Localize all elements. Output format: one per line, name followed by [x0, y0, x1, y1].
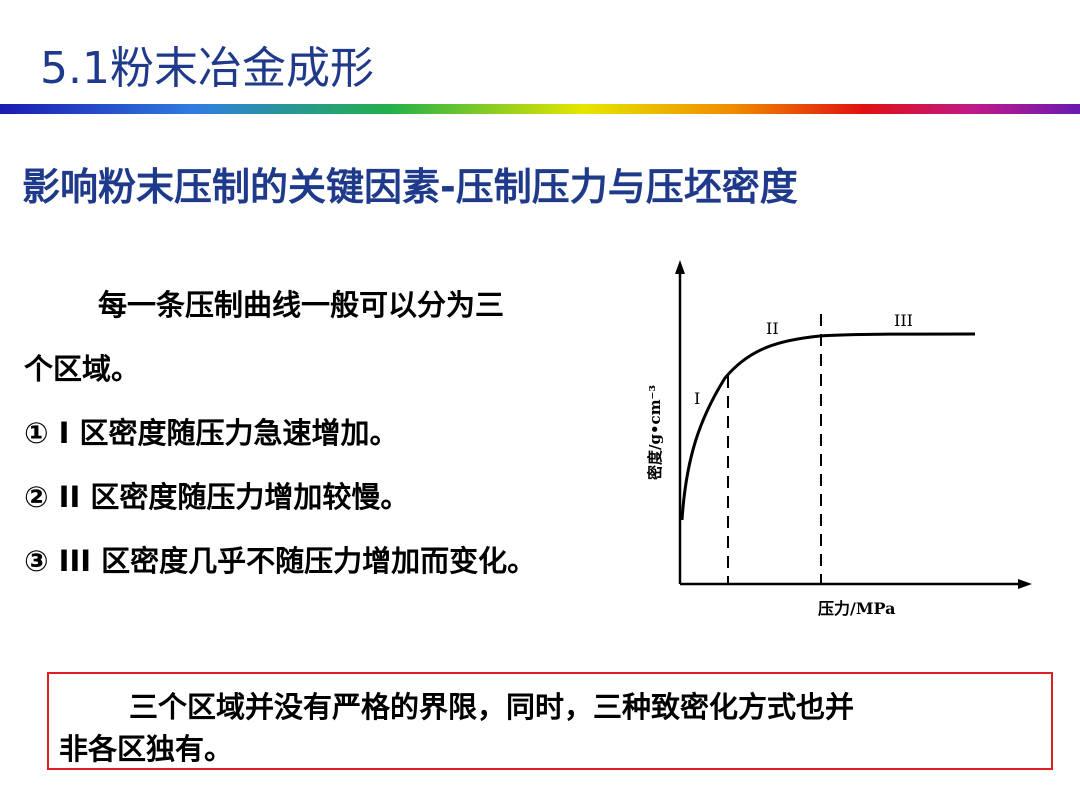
rainbow-divider [0, 104, 1080, 114]
y-axis-arrow [675, 260, 685, 274]
compaction-curve-diagram: I II III 密度/g•cm⁻³ 压力/MPa [646, 260, 1032, 618]
region-label-2: II [766, 319, 779, 338]
list-item-region-3: ③ III 区密度几乎不随压力增加而变化。 [24, 544, 537, 578]
region-label-3: III [894, 311, 913, 330]
x-axis-arrow [1018, 579, 1032, 589]
slide-title: 5.1粉末冶金成形 [40, 43, 374, 94]
body-line-1: 每一条压制曲线一般可以分为三 [98, 288, 505, 322]
note-line-1: 三个区域并没有严格的界限，同时，三种致密化方式也并 [129, 690, 855, 724]
y-axis-label: 密度/g•cm⁻³ [646, 385, 664, 480]
x-axis-label: 压力/MPa [818, 599, 896, 618]
note-box: 三个区域并没有严格的界限，同时，三种致密化方式也并 非各区独有。 [47, 672, 1053, 770]
section-heading: 影响粉末压制的关键因素-压制压力与压坯密度 [22, 165, 798, 209]
region-label-1: I [694, 389, 700, 408]
list-item-region-2: ② II 区密度随压力增加较慢。 [24, 480, 410, 514]
list-item-region-1: ① Ⅰ 区密度随压力急速增加。 [24, 416, 399, 450]
body-text: 每一条压制曲线一般可以分为三 个区域。 ① Ⅰ 区密度随压力急速增加。 ② II… [24, 278, 634, 598]
compaction-curve [680, 332, 976, 521]
body-line-2: 个区域。 [24, 352, 141, 386]
note-line-2: 非各区独有。 [59, 732, 234, 766]
